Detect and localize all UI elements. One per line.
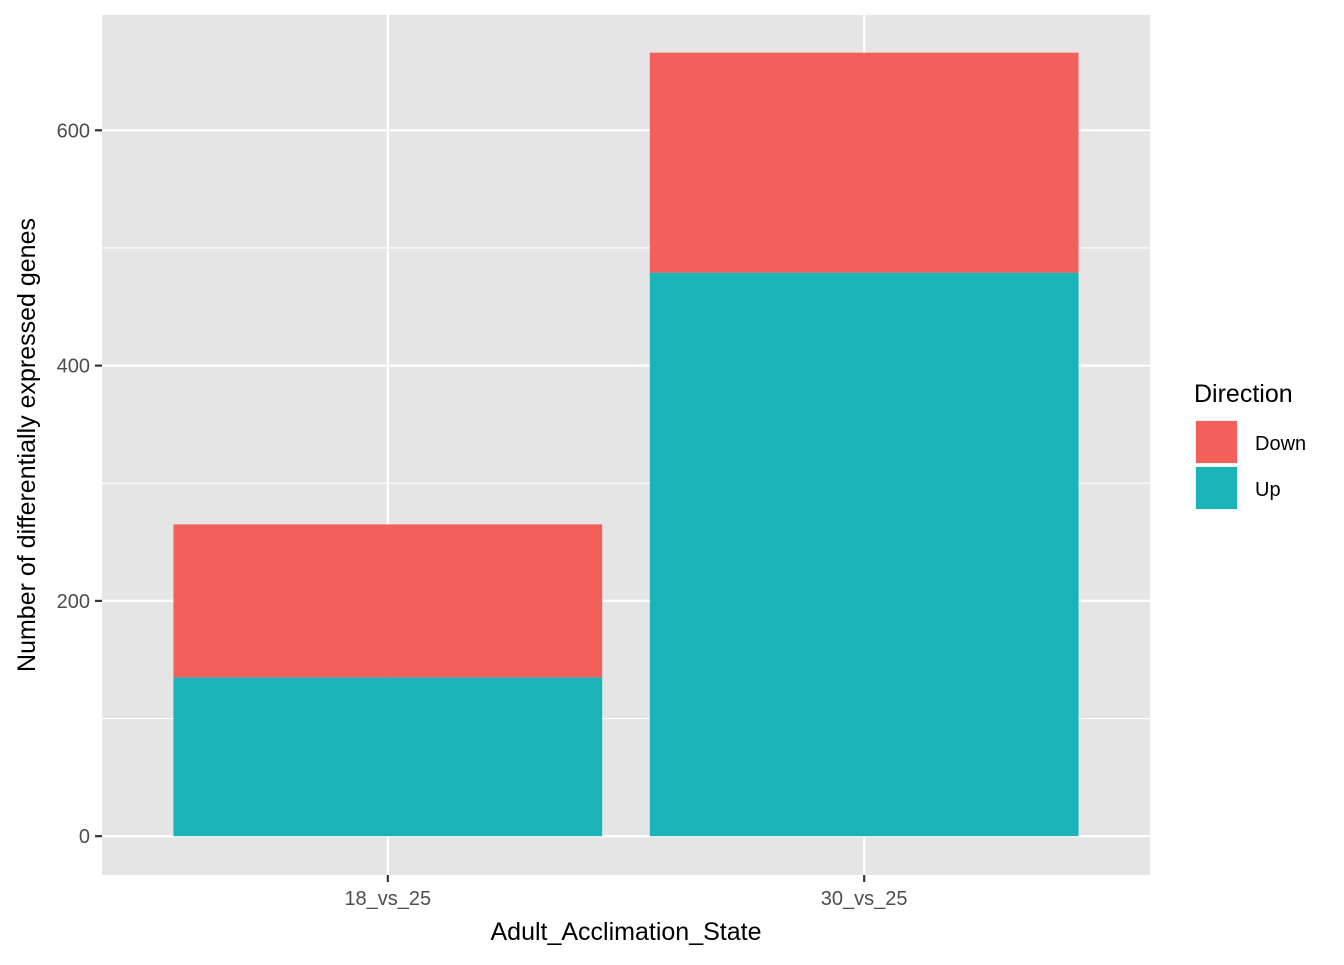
legend-label-down: Down: [1255, 433, 1306, 455]
y-tick-label: 0: [79, 826, 90, 848]
y-axis-title: Number of differentially expressed genes: [13, 218, 41, 672]
legend: Direction Down Up: [1194, 380, 1306, 510]
y-tick-label: 600: [57, 120, 90, 142]
bars: [173, 52, 1079, 837]
legend-swatch-down: [1196, 421, 1237, 463]
y-axis: 0 200 400 600: [57, 120, 102, 848]
x-axis: 18_vs_25 30_vs_25: [344, 875, 908, 910]
legend-label-up: Up: [1255, 479, 1281, 501]
bar-up-30_vs_25: [649, 272, 1079, 837]
legend-title: Direction: [1194, 380, 1293, 408]
legend-swatch-up: [1196, 467, 1237, 509]
y-tick-label: 400: [57, 356, 90, 378]
bar-down-30_vs_25: [649, 52, 1079, 273]
legend-items: Down Up: [1195, 420, 1306, 510]
x-axis-title: Adult_Acclimation_State: [491, 918, 762, 946]
y-tick-label: 200: [57, 591, 90, 613]
x-tick-label: 18_vs_25: [344, 888, 431, 910]
x-tick-label: 30_vs_25: [821, 888, 908, 910]
bar-down-18_vs_25: [173, 524, 603, 678]
bar-up-18_vs_25: [173, 677, 603, 837]
